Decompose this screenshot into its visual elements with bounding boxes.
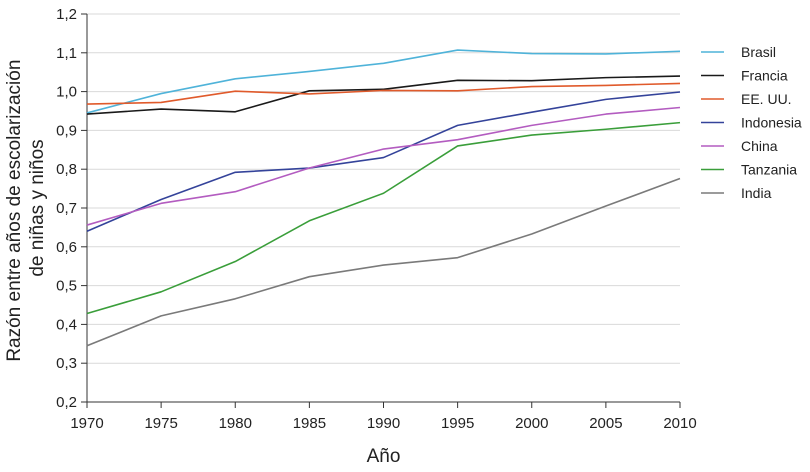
x-tick-label: 1995 bbox=[441, 415, 474, 432]
series-line-china bbox=[86, 106, 681, 226]
series-line-francia bbox=[86, 75, 681, 115]
y-tick-label: 0,3 bbox=[56, 355, 77, 372]
series-lines bbox=[86, 49, 681, 347]
x-tick-label: 2000 bbox=[515, 415, 548, 432]
legend-label-brasil: Brasil bbox=[741, 44, 776, 60]
y-tick-label: 0,6 bbox=[56, 239, 77, 256]
grid-lines bbox=[87, 13, 680, 364]
series-line-ee-uu bbox=[86, 82, 681, 105]
y-tick-label: 0,7 bbox=[56, 200, 77, 217]
y-tick-label: 0,4 bbox=[56, 316, 77, 333]
axes: 0,2 0,3 0,4 0,5 0,6 0,7 0,8 0,9 1,0 1,1 1,2 1970 197… bbox=[56, 6, 697, 432]
y-tick-label: 0,8 bbox=[56, 161, 77, 178]
x-axis-title: Año bbox=[367, 446, 401, 467]
series-line-indonesia bbox=[86, 91, 681, 233]
y-tick-label: 1,1 bbox=[56, 45, 77, 62]
x-tick-label: 2010 bbox=[663, 415, 696, 432]
y-tick-label: 1,0 bbox=[56, 84, 77, 101]
legend: Brasil Francia EE. UU. Indonesia China Tanzan… bbox=[701, 44, 802, 201]
legend-label-china: China bbox=[741, 138, 778, 154]
series-line-tanzania bbox=[86, 121, 681, 315]
y-tick-label: 1,2 bbox=[56, 6, 77, 23]
legend-label-francia: Francia bbox=[741, 68, 788, 84]
y-tick-label: 0,5 bbox=[56, 278, 77, 295]
series-line-india bbox=[86, 177, 681, 347]
x-tick-label: 1980 bbox=[219, 415, 252, 432]
x-tick-label: 1985 bbox=[293, 415, 326, 432]
y-tick-label: 0,9 bbox=[56, 122, 77, 139]
x-tick-label: 1975 bbox=[144, 415, 177, 432]
y-tick-label: 0,2 bbox=[56, 394, 77, 411]
series-line-brasil bbox=[86, 49, 681, 114]
legend-label-ee-uu: EE. UU. bbox=[741, 91, 792, 107]
x-tick-label: 2005 bbox=[589, 415, 622, 432]
legend-label-tanzania: Tanzania bbox=[741, 162, 797, 178]
y-axis-title-line-2: de niñas y niños bbox=[27, 139, 48, 276]
x-tick-label: 1970 bbox=[70, 415, 103, 432]
y-axis-title: Razón entre años de escolarización de ni… bbox=[4, 54, 48, 361]
legend-label-indonesia: Indonesia bbox=[741, 115, 802, 131]
y-axis-title-line-1: Razón entre años de escolarización bbox=[4, 60, 25, 362]
x-tick-label: 1990 bbox=[367, 415, 400, 432]
legend-label-india: India bbox=[741, 185, 772, 201]
